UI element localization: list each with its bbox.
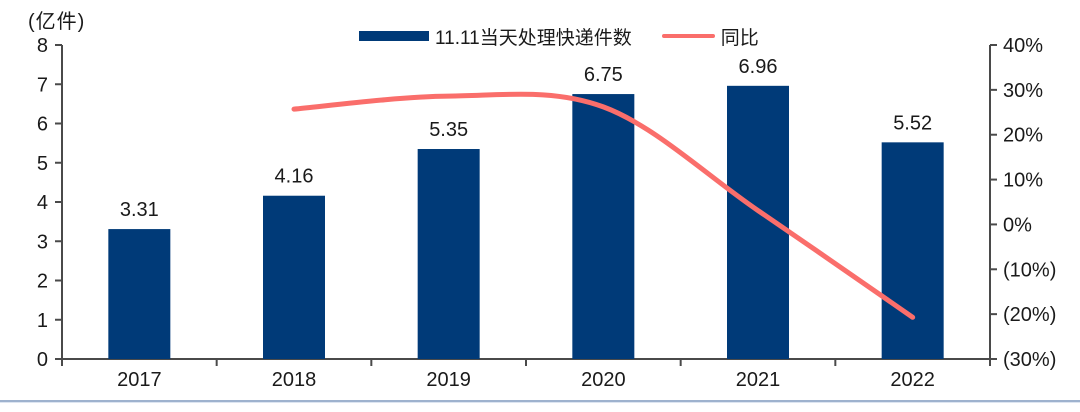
left-axis-tick-label: 0 (37, 349, 48, 371)
bar-2018 (263, 195, 325, 359)
bar-2020 (572, 94, 635, 359)
bar-value-label: 3.31 (120, 199, 159, 221)
left-axis-tick-label: 2 (37, 271, 48, 293)
left-axis-tick-label: 4 (37, 192, 48, 214)
right-axis-tick-label: (30%) (1003, 349, 1056, 371)
left-axis-tick-label: 7 (37, 74, 48, 96)
bar-value-label: 5.52 (893, 112, 932, 134)
right-axis-tick-label: 10% (1003, 170, 1043, 192)
x-axis-category-label: 2019 (426, 369, 471, 391)
x-axis-category-label: 2018 (272, 369, 317, 391)
right-axis-tick-label: 20% (1003, 125, 1043, 147)
x-axis-category-label: 2021 (736, 369, 781, 391)
x-axis-category-label: 2017 (117, 369, 162, 391)
left-axis-tick-label: 3 (37, 231, 48, 253)
bar-series-swatch (359, 31, 429, 41)
legend-item-bar-series: 11.11当天处理快递件数 (359, 23, 632, 50)
right-axis-tick-label: (10%) (1003, 259, 1056, 281)
bar-2019 (417, 149, 480, 359)
yoy-line (291, 91, 916, 320)
bar-2017 (108, 229, 171, 359)
right-axis-tick-label: (20%) (1003, 304, 1056, 326)
x-axis-category-label: 2020 (581, 369, 626, 391)
right-axis-tick-label: 0% (1003, 214, 1032, 236)
x-axis-category-label: 2022 (890, 369, 935, 391)
bar-2022 (881, 142, 944, 359)
right-axis-tick-label: 30% (1003, 80, 1043, 102)
bar-value-label: 4.16 (275, 166, 314, 188)
left-axis-tick-label: 6 (37, 114, 48, 136)
legend-item-line-series: 同比 (661, 23, 759, 50)
bar-value-label: 6.96 (739, 56, 778, 78)
footer-divider (0, 400, 1080, 403)
right-axis-tick-label: 40% (1003, 35, 1043, 57)
left-axis-unit-label: (亿件) (28, 11, 86, 33)
line-series-swatch (661, 34, 715, 38)
left-axis-tick-label: 8 (37, 35, 48, 57)
line-series-label: 同比 (720, 27, 759, 49)
bar-series-label: 11.11当天处理快递件数 (435, 27, 632, 49)
legend: 11.11当天处理快递件数 同比 (359, 26, 759, 49)
left-axis-tick-label: 1 (37, 310, 48, 332)
bar-value-label: 5.35 (429, 119, 468, 141)
bar-value-label: 6.75 (584, 64, 623, 86)
left-axis-tick-label: 5 (37, 153, 48, 175)
